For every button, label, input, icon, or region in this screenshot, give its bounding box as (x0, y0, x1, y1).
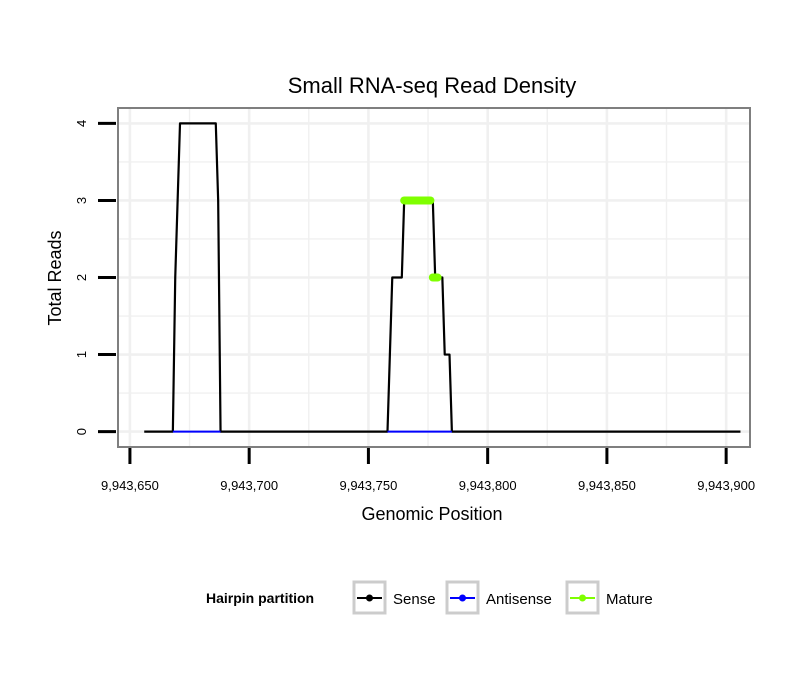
y-tick-label: 4 (74, 120, 89, 127)
series-layer (144, 122, 741, 433)
x-axis-title: Genomic Position (361, 504, 502, 524)
x-tick-label: 9,943,900 (697, 478, 755, 493)
x-tick-label: 9,943,800 (459, 478, 517, 493)
x-tick-label: 9,943,650 (101, 478, 159, 493)
legend-key-point (579, 594, 586, 602)
legend-label: Mature (606, 591, 653, 608)
y-tick-label: 2 (74, 274, 89, 281)
y-axis: 0 1 2 3 4 (74, 120, 116, 435)
plot-panel-border (117, 107, 751, 448)
legend-key-point (459, 594, 466, 602)
y-tick-label: 1 (74, 351, 89, 358)
legend-label: Antisense (486, 591, 552, 608)
x-tick-label: 9,943,700 (220, 478, 278, 493)
legend-title: Hairpin partition (206, 590, 314, 606)
y-tick-label: 3 (74, 197, 89, 204)
x-axis: 9,943,650 9,943,700 9,943,750 9,943,800 9,94… (101, 448, 755, 493)
y-tick-label: 0 (74, 428, 89, 435)
x-tick-label: 9,943,750 (339, 478, 397, 493)
chart-title: Small RNA-seq Read Density (288, 73, 577, 98)
legend-label: Sense (393, 591, 436, 608)
legend: Sense Antisense Mature (352, 580, 653, 615)
x-tick-label: 9,943,850 (578, 478, 636, 493)
y-axis-title: Total Reads (45, 230, 65, 325)
series-sense-line (144, 122, 741, 433)
legend-key-point (366, 594, 373, 602)
